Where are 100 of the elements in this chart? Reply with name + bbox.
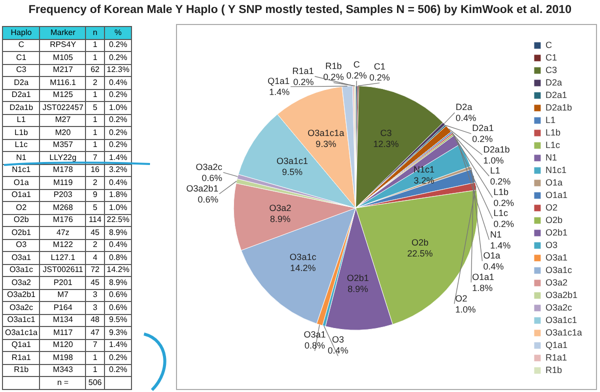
category-label: N1c1 — [2, 164, 40, 176]
legend-label: O2b1 — [545, 227, 568, 238]
slice-label: D2a — [456, 102, 472, 112]
data-label: 0.4% — [483, 262, 504, 272]
data-label: 0.6% — [198, 194, 218, 204]
category-label: M268 — [52, 202, 73, 212]
category-label: O3a1c1a — [2, 326, 40, 339]
data-label: 0.2% — [104, 89, 132, 102]
legend-label: C3 — [545, 64, 557, 75]
data-label: 1.8% — [472, 282, 493, 293]
data-label: 8.9% — [104, 276, 132, 289]
slice-label: O3a2 — [269, 203, 292, 214]
legend-label: O2b — [545, 214, 562, 225]
legend-label: L1c — [545, 140, 560, 150]
slice-label: O1a1 — [472, 272, 494, 282]
slice-label: R1a1 — [292, 66, 314, 76]
data-label: 9.5% — [282, 167, 303, 178]
slice-label: D2a1 — [472, 123, 494, 134]
text: n — [86, 26, 104, 39]
data-label: 1.4% — [104, 339, 132, 352]
data-label: 2 — [86, 76, 104, 89]
legend-label: O1a — [545, 177, 562, 188]
data-label: 8.9% — [104, 226, 132, 239]
legend-label: C — [545, 40, 552, 50]
data-label: 14.2% — [104, 264, 132, 276]
data-label: 0.2% — [104, 139, 132, 152]
category-label: M7 — [57, 290, 68, 300]
legend-label: D2a1 — [545, 90, 567, 100]
legend-label: O3a2 — [545, 277, 568, 288]
data-label: 1.0% — [455, 304, 476, 314]
data-label: 12.3% — [104, 64, 132, 76]
category-label: M120 — [52, 340, 73, 350]
category-label: 47z — [56, 228, 70, 237]
data-label: 0.4% — [456, 113, 476, 124]
slice-label: C1 — [374, 61, 386, 72]
category-label: M20 — [55, 128, 71, 137]
category-label: M198 — [52, 352, 73, 362]
legend-label: N1c1 — [545, 164, 566, 175]
data-label: 22.5% — [104, 214, 132, 226]
category-label: Q1a1 — [2, 339, 40, 352]
legend-label: L1b — [545, 127, 561, 138]
category-label: L1 — [2, 114, 40, 126]
slice-label: C3 — [380, 128, 392, 138]
category-label: P203 — [54, 190, 72, 200]
data-label: 47 — [86, 326, 104, 339]
slice-label: D2a1b — [483, 144, 510, 154]
legend-label: O3 — [545, 240, 558, 250]
slice-label: O3 — [332, 334, 344, 344]
category-label: R1b — [2, 364, 40, 376]
data-label: 1 — [86, 126, 104, 139]
data-label: 48 — [86, 314, 104, 326]
data-label: 3 — [86, 302, 104, 314]
category-label: D2a1 — [2, 89, 40, 102]
data-label: 72 — [86, 264, 104, 276]
text: Haplo — [2, 26, 40, 39]
data-label: 9.3% — [104, 326, 132, 339]
data-label: 8.9% — [348, 284, 368, 294]
slice-label: L1 — [490, 166, 500, 176]
legend-label: C1 — [545, 52, 557, 62]
category-label: P201 — [54, 278, 72, 287]
data-label: 3.2% — [104, 164, 132, 176]
data-label: 14.2% — [290, 262, 316, 273]
category-label: M134 — [52, 315, 73, 324]
category-label: M357 — [52, 140, 73, 150]
data-label: 62 — [86, 64, 104, 76]
category-label: C3 — [2, 64, 40, 76]
category-label: LLY22g — [49, 152, 76, 162]
category-label: L1c — [2, 139, 40, 152]
slice-label: Q1a1 — [268, 76, 290, 86]
text: n = — [40, 376, 86, 389]
category-label: M27 — [55, 115, 71, 124]
legend-label: O3a2b1 — [545, 290, 578, 300]
data-label: 2 — [86, 176, 104, 189]
data-label: 5 — [86, 102, 104, 114]
data-label: 1 — [86, 364, 104, 376]
data-label: 0.2% — [493, 198, 514, 208]
data-label: 4 — [86, 252, 104, 264]
data-label: 0.2% — [369, 72, 390, 82]
slice-label: O1a — [483, 250, 500, 261]
data-label: 5 — [86, 202, 104, 214]
data-label: 0.8% — [304, 340, 326, 350]
data-label: 1 — [86, 89, 104, 102]
data-label: 9.3% — [316, 138, 336, 149]
data-label: 3.2% — [414, 176, 434, 186]
data-label: 3 — [86, 289, 104, 302]
legend-label: R1b — [545, 364, 562, 375]
slice-label: O3a2c — [196, 162, 223, 172]
legend-label: Q1a1 — [545, 340, 568, 350]
data-label: 0.2% — [104, 52, 132, 64]
category-label: M116.1 — [50, 78, 76, 87]
category-label: O3 — [2, 239, 40, 252]
data-label: 0.6% — [104, 302, 132, 314]
category-label: O3a2b1 — [2, 289, 40, 302]
category-label: M343 — [52, 365, 73, 374]
category-label: O3a1 — [2, 252, 40, 264]
category-label: D2a1b — [2, 102, 40, 114]
category-label: M105 — [52, 52, 73, 62]
data-label: 1.4% — [104, 152, 132, 164]
data-label: 1.4% — [490, 240, 511, 250]
slice-label: R1b — [325, 61, 342, 72]
